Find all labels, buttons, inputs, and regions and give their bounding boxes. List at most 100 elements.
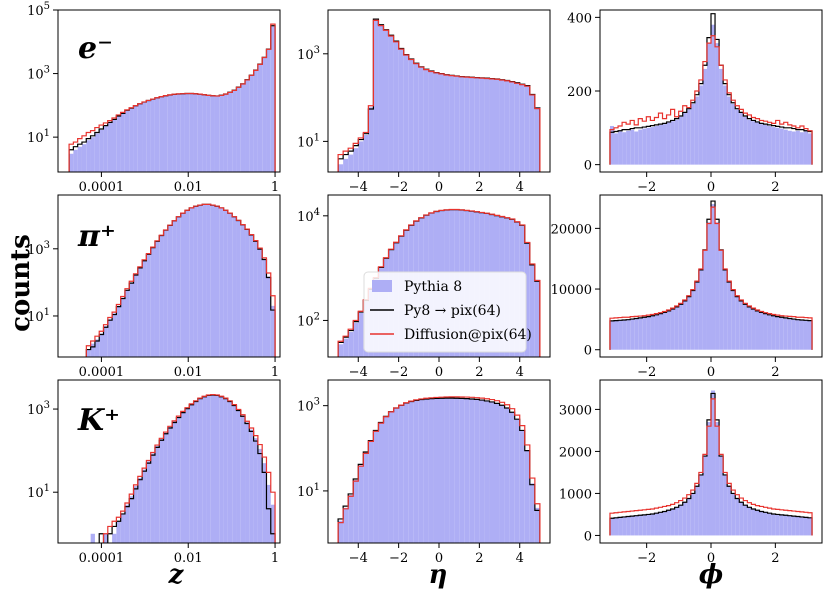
bar-e-z-46 [266,48,271,172]
bar-e-eta-7 [373,19,379,172]
bar-e-eta-17 [423,69,429,172]
bar-pi-z-39 [253,241,258,357]
bar-e-phi-30 [731,103,736,165]
bar-e-eta-9 [383,29,389,172]
bar-k-eta-17 [423,399,429,543]
bar-k-phi-6 [634,515,639,536]
x-tick-label-k-phi-0: −2 [637,551,656,566]
bar-e-phi-34 [747,119,752,165]
bar-e-phi-15 [670,121,675,165]
bar-e-eta-24 [459,76,465,172]
bar-e-phi-6 [634,131,639,165]
bar-k-z-15 [150,453,155,543]
bar-e-z-42 [249,75,254,172]
bar-e-z-41 [245,79,250,172]
bar-e-eta-2 [348,154,354,172]
bar-e-phi-43 [783,129,788,165]
bar-k-eta-20 [439,398,445,543]
bar-k-eta-0 [338,520,344,543]
bar-k-eta-34 [509,412,515,543]
bar-e-eta-5 [363,134,369,172]
bar-k-z-7 [116,521,121,543]
bar-e-phi-46 [795,130,800,165]
series-line-e-eta-diffusion [337,19,541,172]
plot-area-e-phi [609,13,813,165]
bar-e-eta-30 [489,78,495,172]
bar-k-z-24 [189,404,194,543]
axes-frame-k-z [57,379,281,544]
bar-pi-phi-6 [634,318,639,350]
x-tick-label-pi-eta-1: −2 [389,365,408,380]
x-tick-label-e-z-0: 0.0001 [79,180,125,195]
bar-pi-z-26 [197,205,203,357]
bar-pi-phi-13 [662,312,667,350]
bar-k-eta-26 [469,399,475,543]
bar-k-phi-35 [751,508,756,536]
bar-pi-z-27 [202,204,207,357]
bar-k-eta-4 [358,465,364,543]
bar-e-phi-29 [727,96,732,165]
bar-pi-z-13 [142,260,147,357]
bar-pi-phi-17 [678,303,683,350]
bar-k-phi-8 [642,514,647,536]
bar-k-z-9 [124,504,130,543]
bar-e-phi-8 [642,128,647,165]
bar-k-phi-24 [706,422,711,536]
bar-e-eta-37 [524,85,530,172]
x-tick-label-pi-eta-4: 4 [516,365,524,380]
panel-e-phi: −2 0 2 0 200 400 [567,9,823,195]
bar-pi-phi-19 [686,296,691,350]
bar-k-eta-23 [454,398,460,543]
bar-pi-z-40 [257,248,263,357]
bar-pi-z-41 [262,258,267,357]
bar-e-eta-11 [393,41,399,172]
bar-pi-eta-2 [348,332,354,357]
bar-pi-phi-45 [791,318,796,350]
bar-e-z-9 [107,122,112,172]
bar-k-eta-11 [393,408,399,543]
bar-pi-phi-8 [642,316,647,350]
y-tick-label-pi-phi-0: 0 [584,344,592,359]
bar-e-phi-14 [666,122,671,165]
bar-pi-z-9 [124,289,130,357]
bar-e-z-38 [232,90,237,172]
bar-e-phi-38 [763,124,768,165]
bar-k-eta-28 [479,400,485,543]
bar-k-z-17 [159,439,164,543]
bar-pi-phi-42 [779,316,784,350]
legend: Pythia 8 Py8 → pix(64) Diffusion@pix(64) [363,271,532,353]
bar-e-eta-10 [388,35,394,172]
bar-e-eta-1 [343,158,349,172]
bar-pi-phi-47 [799,319,804,350]
bar-pi-eta-37 [524,243,530,357]
bar-k-phi-46 [795,516,800,536]
bar-pi-eta-38 [529,263,535,357]
bar-e-z-27 [184,93,190,172]
bar-e-eta-14 [408,59,414,172]
bar-e-phi-10 [650,127,655,165]
bar-k-z-31 [219,396,224,543]
bar-e-z-43 [253,69,258,172]
bar-pi-z-14 [146,254,151,357]
column-label-eta: η [429,560,448,590]
bar-e-z-8 [103,126,108,172]
column-label-phi: ϕ [699,560,723,590]
bar-pi-z-23 [184,210,190,357]
bar-k-z-28 [206,395,211,543]
bar-k-phi-28 [723,474,728,536]
bar-e-eta-34 [509,81,515,172]
bar-k-phi-37 [759,511,764,536]
bar-e-eta-22 [449,75,455,172]
y-tick-label-pi-phi-2: 20000 [551,222,592,237]
bar-e-eta-36 [519,84,525,172]
bar-pi-z-29 [210,205,216,357]
bar-e-phi-26 [715,43,720,165]
bar-e-z-22 [163,95,168,172]
bar-k-eta-32 [499,405,505,543]
bar-e-z-45 [262,57,267,172]
series-line-k-phi-diffusion [609,398,813,536]
y-tick-label-e-phi-0: 0 [584,159,592,174]
y-tick-label-e-z-0: 101 [27,128,50,146]
bar-k-eta-31 [494,403,500,543]
bar-e-z-2 [77,146,82,172]
